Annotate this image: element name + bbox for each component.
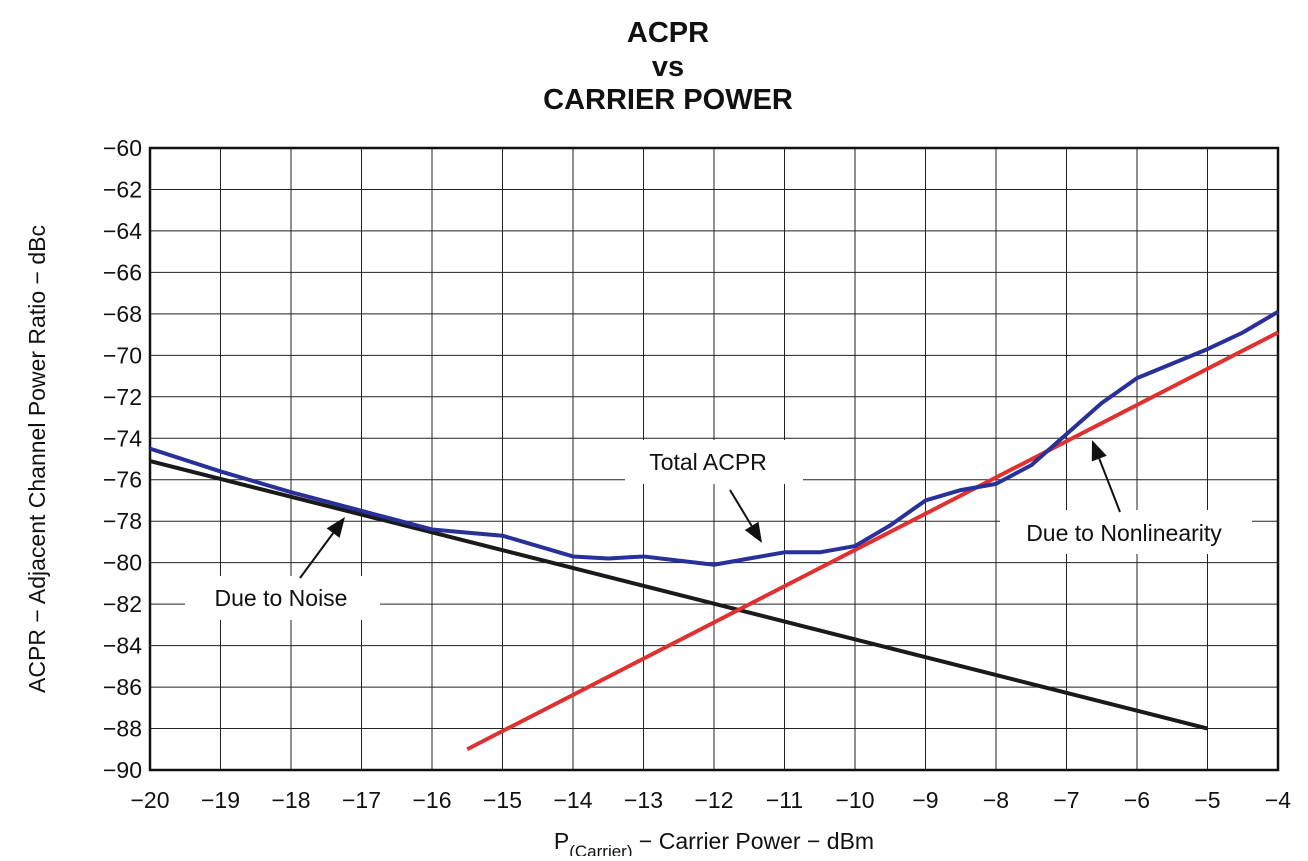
annotation-arrow bbox=[729, 489, 753, 527]
x-tick-label: −19 bbox=[201, 787, 240, 813]
y-tick-label: −66 bbox=[103, 259, 142, 285]
x-tick-label: −11 bbox=[766, 787, 803, 813]
series-line bbox=[149, 310, 1280, 567]
x-tick-label: −13 bbox=[624, 787, 663, 813]
x-tick-label: −17 bbox=[342, 787, 381, 813]
annotation-arrow bbox=[299, 532, 334, 579]
y-tick-label: −88 bbox=[103, 716, 142, 742]
annotation: Due to Nonlinearity bbox=[1026, 520, 1222, 546]
annotation-box bbox=[625, 440, 803, 484]
x-tick-label: −7 bbox=[1053, 787, 1079, 813]
annotation: Due to Noise bbox=[215, 585, 348, 611]
y-tick-label: −78 bbox=[103, 508, 142, 534]
chart-title: ACPR bbox=[627, 17, 709, 49]
y-tick-label: −82 bbox=[103, 591, 142, 617]
arrow-head bbox=[326, 517, 345, 538]
x-tick-label: −9 bbox=[912, 787, 938, 813]
x-tick-label: −14 bbox=[553, 787, 592, 813]
x-tick-label: −16 bbox=[412, 787, 451, 813]
y-tick-label: −84 bbox=[103, 633, 142, 659]
annotation-box bbox=[1000, 510, 1252, 554]
y-tick-label: −76 bbox=[103, 467, 142, 493]
y-tick-label: −86 bbox=[103, 674, 142, 700]
x-axis-label: P(Carrier) − Carrier Power − dBm bbox=[554, 828, 874, 856]
annotation: Total ACPR bbox=[649, 449, 767, 475]
x-tick-label: −5 bbox=[1194, 787, 1220, 813]
x-tick-label: −6 bbox=[1124, 787, 1150, 813]
arrow-head bbox=[744, 521, 762, 543]
x-tick-label: −8 bbox=[983, 787, 1009, 813]
annotation-arrow bbox=[1098, 458, 1121, 513]
y-tick-label: −70 bbox=[103, 342, 142, 368]
plot-border bbox=[148, 146, 1280, 772]
annotation-box bbox=[185, 576, 380, 620]
x-tick-label: −12 bbox=[694, 787, 733, 813]
y-tick-label: −90 bbox=[103, 757, 142, 783]
chart-title: CARRIER POWER bbox=[543, 84, 793, 116]
x-tick-label: −20 bbox=[130, 787, 169, 813]
x-tick-label: −4 bbox=[1265, 787, 1291, 813]
y-tick-label: −72 bbox=[103, 384, 142, 410]
x-tick-label: −10 bbox=[835, 787, 874, 813]
arrow-head bbox=[1091, 440, 1107, 462]
y-tick-label: −64 bbox=[103, 218, 142, 244]
y-tick-label: −80 bbox=[103, 550, 142, 576]
x-tick-label: −15 bbox=[483, 787, 522, 813]
series-line bbox=[149, 459, 1208, 731]
y-tick-label: −62 bbox=[103, 176, 142, 202]
x-tick-label: −18 bbox=[271, 787, 310, 813]
y-tick-label: −68 bbox=[103, 301, 142, 327]
chart-title: vs bbox=[652, 51, 684, 83]
series-line bbox=[466, 330, 1279, 752]
y-tick-label: −74 bbox=[103, 425, 142, 451]
y-tick-label: −60 bbox=[103, 135, 142, 161]
y-axis-label: ACPR − Adjacent Channel Power Ratio − dB… bbox=[24, 225, 50, 693]
